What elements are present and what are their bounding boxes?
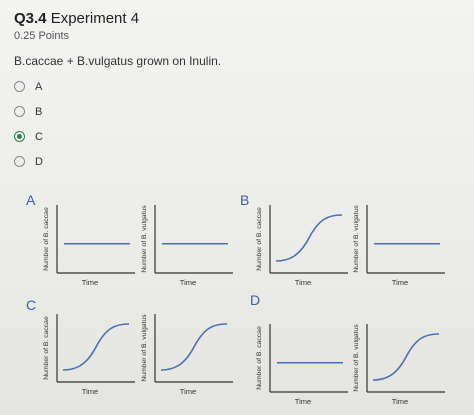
growth-curve-sigmoid: [372, 333, 440, 381]
option-c[interactable]: C: [14, 124, 43, 149]
question-header: Q3.4 Experiment 4 0.25 Points: [14, 10, 139, 42]
question-title: Q3.4 Experiment 4: [14, 10, 139, 27]
question-prompt: B.caccae + B.vulgatus grown on Inulin.: [14, 54, 222, 68]
y-axis-label: Number of B. caccae: [256, 326, 263, 390]
y-axis-label: Number of B. vulgatus: [353, 324, 360, 392]
question-number: Q3.4: [14, 10, 47, 27]
y-axis-label: Number of B. vulgatus: [353, 205, 360, 273]
panel-label-c: C: [26, 297, 36, 313]
question-points: 0.25 Points: [14, 30, 70, 42]
option-label: A: [35, 80, 43, 93]
question-title-text: Experiment 4: [50, 10, 140, 27]
panel-label-b: B: [240, 192, 249, 208]
panel-label-a: A: [26, 192, 36, 208]
panel-label-d: D: [250, 292, 260, 308]
option-label: B: [35, 105, 43, 118]
option-b[interactable]: B: [14, 99, 43, 124]
radio-button-b[interactable]: [14, 106, 25, 117]
y-axis-label: Number of B. caccae: [43, 207, 50, 271]
y-axis-label: Number of B. vulgatus: [141, 314, 148, 382]
option-a[interactable]: A: [14, 74, 43, 99]
x-axis-label: Time: [82, 278, 98, 287]
x-axis-label: Time: [392, 278, 408, 287]
growth-curve-sigmoid: [62, 323, 130, 371]
option-label: C: [35, 130, 43, 143]
x-axis-label: Time: [295, 397, 311, 406]
x-axis-label: Time: [295, 278, 311, 287]
x-axis-label: Time: [180, 387, 196, 396]
y-axis-label: Number of B. caccae: [43, 316, 50, 380]
radio-button-d[interactable]: [14, 156, 25, 167]
radio-button-c-selected[interactable]: [14, 131, 25, 142]
selected-dot-icon: [17, 134, 22, 139]
growth-curve-sigmoid: [275, 214, 343, 262]
y-axis-label: Number of B. caccae: [256, 207, 263, 271]
y-axis-label: Number of B. vulgatus: [141, 205, 148, 273]
option-label: D: [35, 155, 43, 168]
x-axis-label: Time: [180, 278, 196, 287]
answer-options: A B C D: [14, 74, 43, 174]
radio-button-a[interactable]: [14, 81, 25, 92]
growth-curve-sigmoid: [160, 323, 228, 371]
option-d[interactable]: D: [14, 149, 43, 174]
x-axis-label: Time: [82, 387, 98, 396]
x-axis-label: Time: [392, 397, 408, 406]
